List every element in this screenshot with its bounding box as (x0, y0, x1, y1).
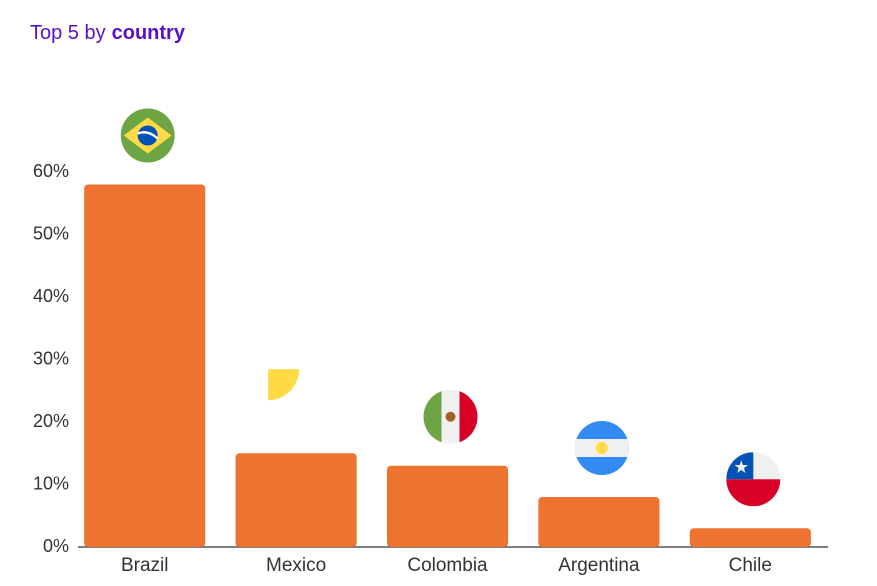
flag-icon (423, 389, 478, 444)
flag-clip (268, 369, 330, 431)
x-tick-label: Colombia (407, 555, 488, 576)
flag-stripe (268, 369, 330, 400)
flag-icon (268, 369, 330, 431)
x-tick-label: Brazil (121, 555, 169, 576)
x-tick-label: Mexico (266, 555, 326, 576)
y-tick-label: 10% (33, 473, 69, 493)
y-tick-label: 50% (33, 223, 69, 243)
flag-stripe (423, 389, 442, 444)
flag-sun (595, 442, 608, 454)
flag-stripe (726, 479, 781, 507)
flag-icon (120, 108, 175, 163)
flag-clip (423, 389, 478, 444)
flag-band (137, 131, 159, 140)
flag-clip (120, 108, 175, 163)
flag-stripe (268, 415, 330, 431)
flag-clip (574, 421, 629, 475)
flag-stripe (459, 389, 478, 444)
flag-star (734, 460, 748, 473)
flag-stripe (268, 400, 330, 416)
y-tick-label: 40% (33, 286, 69, 306)
flag-globe (137, 125, 158, 146)
bar (84, 184, 206, 547)
flag-icon (574, 421, 629, 475)
x-tick-label: Argentina (558, 555, 640, 576)
bar (689, 528, 811, 547)
y-tick-label: 60% (33, 161, 69, 181)
flag-icon (726, 452, 781, 507)
bar (386, 465, 509, 547)
y-tick-label: 20% (33, 411, 69, 431)
y-tick-label: 30% (33, 348, 69, 368)
x-tick-label: Chile (729, 555, 772, 576)
bar (235, 453, 357, 547)
y-tick-label: 0% (43, 536, 69, 556)
flag-clip (726, 452, 781, 507)
bar (538, 497, 660, 547)
flag-emblem (445, 411, 456, 422)
title-text: Top 5 by (30, 22, 106, 44)
chart-title: Top 5 by country (30, 22, 186, 44)
title-bold: country (112, 22, 186, 44)
